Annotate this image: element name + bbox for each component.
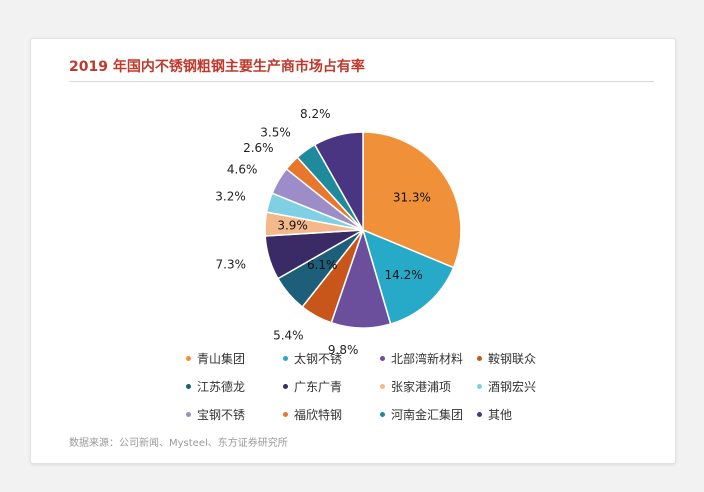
chart-legend: 青山集团 太钢不锈 北部湾新材料 鞍钢联众江苏德龙 广东广青 张家港浦项 酒钢宏兴宝钢不锈 福…	[186, 350, 606, 423]
legend-item: 江苏德龙	[186, 378, 283, 395]
slice-data-label: 5.4%	[273, 328, 304, 342]
legend-label: 福欣特钢	[294, 408, 343, 422]
slice-data-label: 3.2%	[215, 189, 246, 203]
legend-label: 青山集团	[197, 352, 246, 366]
legend-item: 福欣特钢	[283, 406, 380, 423]
slice-data-label: 9.8%	[328, 343, 359, 357]
legend-label: 河南金汇集团	[391, 408, 464, 422]
legend-swatch	[380, 412, 385, 417]
pie-slice	[362, 131, 462, 269]
legend-item: 青山集团	[186, 350, 283, 367]
chart-card: 2019 年国内不锈钢粗钢主要生产商市场占有率 31.3% 14.2% 9.8% 5.…	[30, 38, 676, 464]
legend-item: 张家港浦项	[380, 378, 477, 395]
legend-swatch	[380, 384, 385, 389]
legend-item: 其他	[477, 406, 574, 423]
legend-item: 广东广青	[283, 378, 380, 395]
slice-data-label: 7.3%	[216, 257, 247, 271]
slice-data-label: 8.2%	[300, 107, 331, 121]
legend-swatch	[477, 384, 482, 389]
slice-data-label: 31.3%	[393, 190, 431, 204]
legend-swatch	[283, 412, 288, 417]
title-divider	[69, 81, 654, 82]
pie-slice	[313, 131, 364, 233]
legend-label: 宝钢不锈	[197, 408, 246, 422]
legend-label: 北部湾新材料	[391, 352, 464, 366]
legend-label: 广东广青	[294, 380, 343, 394]
legend-item: 北部湾新材料	[380, 350, 477, 367]
legend-swatch	[380, 356, 385, 361]
legend-swatch	[186, 412, 191, 417]
legend-label: 江苏德龙	[197, 380, 246, 394]
chart-title: 2019 年国内不锈钢粗钢主要生产商市场占有率	[69, 59, 365, 75]
legend-label: 其他	[488, 408, 513, 422]
legend-item: 河南金汇集团	[380, 406, 477, 423]
source-note: 数据来源：公司新闻、Mysteel、东方证券研究所	[69, 438, 288, 449]
legend-label: 张家港浦项	[391, 380, 452, 394]
legend-swatch	[477, 412, 482, 417]
legend-swatch	[283, 384, 288, 389]
slice-data-label: 3.5%	[260, 126, 291, 140]
legend-item: 太钢不锈	[283, 350, 380, 367]
legend-label: 酒钢宏兴	[488, 380, 537, 394]
pie-chart: 31.3% 14.2% 9.8% 5.4% 6.1% 7.3% 3.9% 3.2% 4.6% 2.…	[215, 107, 462, 357]
slice-data-label: 6.1%	[307, 258, 338, 272]
legend-swatch	[283, 356, 288, 361]
slice-data-label: 2.6%	[243, 141, 274, 155]
slice-data-label: 14.2%	[385, 268, 423, 282]
legend-label: 太钢不锈	[294, 352, 343, 366]
slice-data-label: 3.9%	[277, 219, 308, 233]
legend-swatch	[186, 356, 191, 361]
legend-label: 鞍钢联众	[488, 352, 537, 366]
pie-slice	[361, 228, 455, 325]
legend-item: 鞍钢联众	[477, 350, 574, 367]
legend-item: 酒钢宏兴	[477, 378, 574, 395]
legend-item: 宝钢不锈	[186, 406, 283, 423]
slice-data-label: 4.6%	[227, 163, 258, 177]
legend-swatch	[186, 384, 191, 389]
legend-swatch	[477, 356, 482, 361]
